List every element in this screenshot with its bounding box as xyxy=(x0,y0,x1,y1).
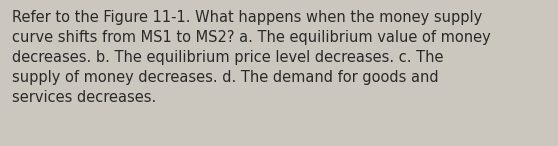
Text: Refer to the Figure 11-1. What happens when the money supply
curve shifts from M: Refer to the Figure 11-1. What happens w… xyxy=(12,10,491,105)
